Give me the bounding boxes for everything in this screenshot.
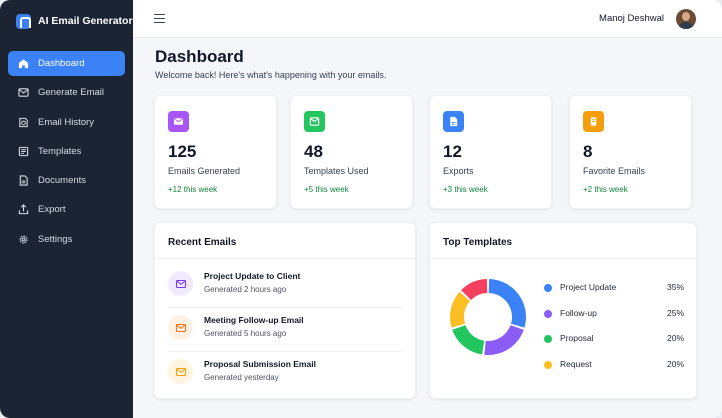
file-icon [443, 111, 464, 132]
legend-item: Request 20% [544, 359, 684, 371]
stat-delta: +2 this week [583, 185, 628, 194]
section-title: Recent Emails [168, 237, 237, 248]
sidebar-item-label: Documents [38, 175, 87, 187]
mail-icon [168, 359, 193, 384]
sidebar-item-templates[interactable]: Templates [8, 139, 125, 164]
stat-label: Favorite Emails [583, 166, 646, 176]
list-item-subtitle: Generated 5 hours ago [204, 329, 287, 338]
stat-card-exports[interactable]: 12 Exports +3 this week [429, 95, 552, 209]
stat-card-emails-generated[interactable]: 125 Emails Generated +12 this week [154, 95, 277, 209]
list-item-subtitle: Generated 2 hours ago [204, 285, 287, 294]
page-subtitle: Welcome back! Here's what's happening wi… [155, 70, 387, 80]
sidebar-item-label: Settings [38, 233, 73, 245]
app-logo-icon [16, 13, 31, 29]
legend-value: 20% [666, 359, 684, 369]
avatar[interactable] [676, 9, 696, 29]
list-item[interactable]: Proposal Submission Email Generated yest… [168, 356, 404, 396]
list-item-title: Meeting Follow-up Email [204, 315, 304, 325]
template-mail-icon [304, 111, 325, 132]
menu-icon[interactable] [154, 14, 165, 23]
donut-slice-project-update [488, 279, 526, 328]
legend-value: 35% [666, 282, 684, 292]
sidebar-item-generate-email[interactable]: Generate Email [8, 80, 125, 105]
app-name: AI Email Generator [38, 15, 133, 27]
sidebar-item-export[interactable]: Export [8, 197, 125, 222]
legend-label: Request [560, 359, 592, 369]
legend-label: Proposal [560, 333, 594, 343]
section-title: Top Templates [443, 237, 513, 248]
stat-value: 48 [304, 142, 323, 161]
stat-label: Emails Generated [168, 166, 241, 176]
legend-label: Project Update [560, 282, 617, 292]
list-item-title: Proposal Submission Email [204, 359, 316, 369]
stat-value: 125 [168, 142, 197, 161]
home-icon [18, 58, 29, 69]
export-icon [18, 204, 29, 215]
list-item[interactable]: Project Update to Client Generated 2 hou… [168, 268, 404, 308]
legend-item: Follow-up 25% [544, 308, 684, 320]
divider [168, 351, 404, 352]
sidebar-item-label: Generate Email [38, 87, 105, 99]
sidebar-nav: Dashboard Generate Email Email History T… [8, 51, 125, 256]
legend-dot [544, 284, 552, 292]
stat-label: Templates Used [304, 166, 369, 176]
gear-icon [18, 234, 29, 245]
donut-slice-follow-up [484, 325, 524, 355]
legend-dot [544, 335, 552, 343]
sidebar-item-dashboard[interactable]: Dashboard [8, 51, 125, 76]
stat-delta: +12 this week [168, 185, 218, 194]
legend-item: Project Update 35% [544, 282, 684, 294]
stat-delta: +3 this week [443, 185, 488, 194]
favorite-icon [583, 111, 604, 132]
sidebar-item-settings[interactable]: Settings [8, 227, 125, 252]
user-name[interactable]: Manoj Deshwal [599, 13, 664, 24]
list-item-title: Project Update to Client [204, 271, 301, 281]
sidebar: AI Email Generator Dashboard Generate Em… [0, 0, 133, 418]
donut-slice-request [450, 291, 471, 328]
donut-slice-proposal [452, 325, 485, 355]
divider [155, 258, 415, 259]
sidebar-item-documents[interactable]: Documents [8, 168, 125, 193]
document-icon [18, 175, 29, 186]
divider [168, 307, 404, 308]
sidebar-item-label: Email History [38, 116, 94, 128]
legend-value: 25% [666, 308, 684, 318]
stat-value: 8 [583, 142, 593, 161]
compose-icon [18, 87, 29, 98]
legend-dot [544, 361, 552, 369]
top-templates-panel: Top Templates Project Update 35% Follow-… [429, 222, 697, 399]
topbar: Manoj Deshwal [133, 0, 722, 38]
donut-slice-other [461, 279, 488, 301]
sidebar-item-label: Export [38, 204, 66, 216]
sidebar-item-label: Templates [38, 145, 82, 157]
stat-card-templates-used[interactable]: 48 Templates Used +5 this week [290, 95, 413, 209]
legend-value: 20% [666, 333, 684, 343]
mail-icon [168, 315, 193, 340]
legend-label: Follow-up [560, 308, 597, 318]
templates-icon [18, 146, 29, 157]
divider [430, 258, 696, 259]
stat-label: Exports [443, 166, 474, 176]
brand[interactable]: AI Email Generator [16, 12, 133, 30]
legend-item: Proposal 20% [544, 333, 684, 345]
recent-emails-panel: Recent Emails Project Update to Client G… [154, 222, 416, 399]
templates-donut-chart [450, 279, 526, 355]
mail-icon [168, 271, 193, 296]
list-item[interactable]: Meeting Follow-up Email Generated 5 hour… [168, 312, 404, 352]
stat-value: 12 [443, 142, 462, 161]
mail-icon [168, 111, 189, 132]
stat-delta: +5 this week [304, 185, 349, 194]
sidebar-item-label: Dashboard [38, 58, 85, 69]
history-icon [18, 117, 29, 128]
sidebar-item-email-history[interactable]: Email History [8, 110, 125, 135]
list-item-subtitle: Generated yesterday [204, 373, 279, 382]
stat-card-favorite-emails[interactable]: 8 Favorite Emails +2 this week [569, 95, 692, 209]
legend-dot [544, 310, 552, 318]
page-title: Dashboard [155, 47, 244, 66]
